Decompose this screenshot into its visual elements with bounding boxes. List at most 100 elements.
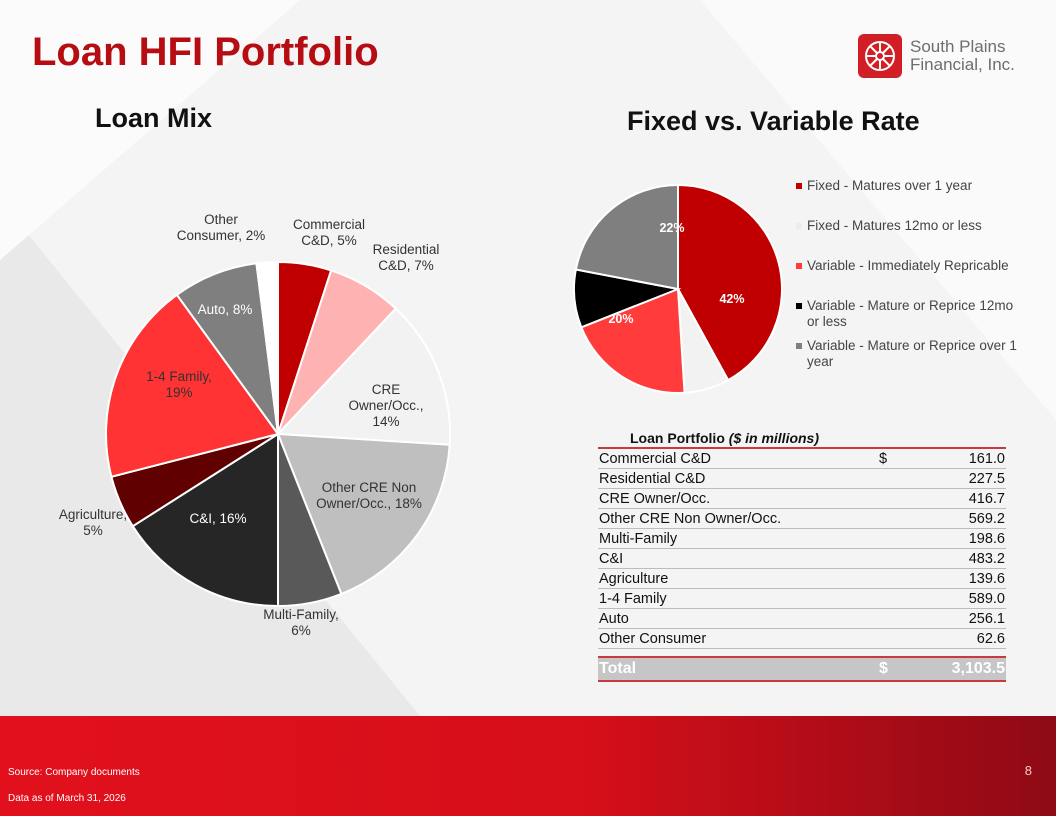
date-note: Data as of March 31, 2026 [8,793,126,804]
loan-mix-slice [131,432,279,608]
table-cell-currency [878,548,904,569]
page-number: 8 [1024,763,1032,778]
table-cell-label: Other CRE Non Owner/Occ. [598,508,878,529]
table-cell-value: 62.6 [904,628,1006,649]
table-cell-label: Other Consumer [598,628,878,649]
rate-slice [580,287,686,394]
table-row: Other CRE Non Owner/Occ. 569.2 [598,508,1006,529]
table-cell-currency: $ [878,447,904,469]
legend-item: Variable - Mature or Reprice over 1 year [796,338,1017,370]
loan-mix-slice [105,293,280,478]
rate-data-label: 22% [659,221,684,235]
legend-label: Variable - Immediately Repricable [807,258,1009,273]
table-cell-value: 589.0 [904,588,1006,609]
legend-item: Variable - Immediately Repricable [796,258,1009,274]
loan-mix-slice [276,432,451,596]
logo-line-1: South Plains [910,37,1006,56]
loan-mix-slice [255,260,279,435]
table-total-row: Total $3,103.5 [598,656,1006,682]
table-cell-label: Total [598,656,878,682]
table-row: Auto 256.1 [598,608,1006,629]
table-cell-currency [878,468,904,489]
logo-text: South Plains Financial, Inc. [910,38,1015,74]
rate-data-label: 42% [719,292,744,306]
loan-mix-pie-chart: Commercial C&D, 5% Residential C&D, 7% CRE Ow… [59,183,783,638]
table-cell-label: 1-4 Family [598,588,878,609]
loan-mix-slice [275,307,451,446]
table-spacer [598,649,1006,658]
legend-swatch [796,343,802,349]
loan-mix-data-label: 1-4 Family, 19% [146,369,212,400]
table-cell-currency [878,528,904,549]
table-cell-label: Agriculture [598,568,878,589]
table-cell-label: Multi-Family [598,528,878,549]
table-cell-currency [878,608,904,629]
table-row: 1-4 Family 589.0 [598,588,1006,609]
table-row: Multi-Family 198.6 [598,528,1006,549]
legend-label: year [807,354,834,369]
table-cell-value: 198.6 [904,528,1006,549]
table-title-text: Loan Portfolio [630,430,725,446]
table-row: Other Consumer 62.6 [598,628,1006,649]
table-cell-label: C&I [598,548,878,569]
loan-mix-data-label: Other CRE Non Owner/Occ., 18% [316,480,422,511]
table-cell-value: 416.7 [904,488,1006,509]
table-row: Commercial C&D $161.0 [598,447,1006,469]
table-cell-value: 161.0 [904,447,1006,469]
table-row: Residential C&D 227.5 [598,468,1006,489]
table-cell-currency [878,488,904,509]
table-cell-label: CRE Owner/Occ. [598,488,878,509]
logo-line-2: Financial, Inc. [910,55,1015,74]
table-title: Loan Portfolio ($ in millions) [630,430,819,446]
table-row: C&I 483.2 [598,548,1006,569]
loan-mix-data-label: Commercial C&D, 5% [293,217,365,248]
rate-slice [677,183,783,382]
table-cell-label: Auto [598,608,878,629]
table-cell-value: 227.5 [904,468,1006,489]
company-logo: South Plains Financial, Inc. [858,34,1015,78]
table-cell-currency [878,588,904,609]
loan-mix-data-label: CRE Owner/Occ., 14% [348,382,423,429]
legend-item: Fixed - Matures over 1 year [796,178,972,194]
legend-label: Variable - Mature or Reprice over 1 [807,338,1017,353]
loan-mix-data-label: Agriculture, 5% [59,507,127,538]
legend-swatch [796,183,802,189]
fixed-variable-title: Fixed vs. Variable Rate [627,106,920,136]
table-cell-currency [878,628,904,649]
legend-item: Fixed - Matures 12mo or less [796,218,982,234]
table-cell-value: 483.2 [904,548,1006,569]
loan-mix-title: Loan Mix [95,103,213,133]
table-cell-value: 569.2 [904,508,1006,529]
legend-label: Variable - Mature or Reprice 12mo [807,298,1014,313]
page-title: Loan HFI Portfolio [32,30,379,74]
legend-swatch [796,263,802,269]
table-cell-value: 256.1 [904,608,1006,629]
table-cell-currency: $ [878,656,904,682]
table-row: CRE Owner/Occ. 416.7 [598,488,1006,509]
table-cell-currency [878,568,904,589]
loan-mix-data-label: Multi-Family, 6% [263,607,339,638]
legend-label: Fixed - Matures over 1 year [807,178,973,193]
loan-portfolio-table: Commercial C&D $161.0 Residential C&D 227.5… [598,447,1006,682]
rate-slice [574,183,679,291]
loan-mix-data-label: C&I, 16% [189,511,246,526]
legend-item: Variable - Mature or Reprice 12mo or less [796,298,1013,330]
legend-label: Fixed - Matures 12mo or less [807,218,982,233]
loan-mix-data-label: Other Consumer, 2% [177,212,266,243]
loan-mix-data-label: Residential C&D, 7% [373,242,440,273]
table-row: Agriculture 139.6 [598,568,1006,589]
table-cell-value: 3,103.5 [904,656,1006,682]
loan-mix-data-label: Auto, 8% [198,302,253,317]
legend-swatch [796,223,802,229]
legend-swatch [796,303,802,309]
table-cell-label: Commercial C&D [598,447,878,469]
footer-bar: Source: Company documents Data as of Mar… [0,716,1056,816]
table-title-units: ($ in millions) [728,430,820,446]
legend-label: or less [807,314,847,329]
logo-icon [858,34,902,78]
table-cell-label: Residential C&D [598,468,878,489]
table-cell-value: 139.6 [904,568,1006,589]
table-cell-currency [878,508,904,529]
rate-data-label: 20% [608,312,633,326]
source-note: Source: Company documents [8,767,140,778]
